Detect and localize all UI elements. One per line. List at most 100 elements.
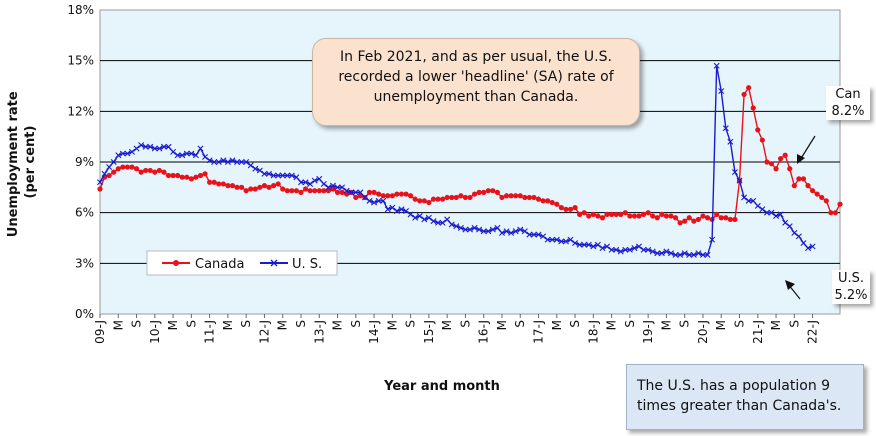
data-point (161, 169, 167, 175)
data-point (535, 231, 542, 238)
data-point (631, 245, 638, 252)
data-point (828, 210, 834, 216)
data-point (321, 188, 327, 194)
x-tick-label: 11-J (203, 320, 217, 344)
data-point (658, 250, 665, 257)
data-point (435, 196, 441, 202)
data-point (430, 218, 437, 225)
data-point (385, 193, 391, 199)
data-point (800, 240, 807, 247)
data-point (778, 156, 784, 162)
data-point (672, 251, 679, 258)
data-point (595, 213, 601, 219)
data-point (718, 215, 724, 221)
data-point (731, 169, 738, 176)
data-point (119, 150, 126, 157)
x-tick-label: M (550, 320, 564, 330)
data-point (814, 191, 820, 197)
data-point (361, 194, 368, 201)
y-axis-ticks: 0% 3% 6% 9% 12% 15% 18% (67, 3, 94, 321)
data-point (421, 198, 427, 204)
data-point (581, 241, 588, 248)
data-point (471, 224, 478, 231)
data-point (352, 189, 359, 196)
data-point (165, 172, 172, 179)
data-point (503, 193, 510, 199)
data-point (261, 183, 268, 189)
data-point (224, 159, 231, 165)
data-point (197, 172, 204, 179)
data-point (197, 145, 204, 152)
data-point (129, 164, 135, 170)
data-point (312, 188, 318, 194)
data-point (215, 159, 222, 165)
data-point (435, 219, 442, 226)
data-point (407, 211, 414, 218)
data-point (476, 226, 483, 233)
data-point (417, 198, 423, 204)
data-point (608, 246, 615, 253)
data-point (380, 193, 386, 199)
data-point (777, 211, 784, 218)
data-point (800, 176, 807, 182)
data-point (626, 246, 633, 253)
data-point (371, 189, 377, 195)
data-point (247, 162, 254, 169)
data-point (302, 186, 309, 192)
data-point (768, 161, 775, 167)
data-point (174, 152, 181, 159)
data-point (421, 216, 428, 223)
data-point (686, 215, 692, 221)
data-point (302, 179, 309, 186)
data-point (526, 231, 533, 238)
data-point (622, 210, 628, 216)
data-point (106, 172, 112, 179)
data-point (248, 186, 254, 192)
data-point (202, 153, 209, 160)
data-point (755, 127, 761, 133)
data-point (288, 172, 295, 179)
data-point (467, 226, 473, 233)
data-point (567, 236, 574, 243)
data-point (184, 174, 190, 180)
data-point (681, 250, 688, 257)
data-point (563, 206, 569, 212)
x-tick-label: M (769, 320, 783, 330)
data-point (275, 172, 282, 179)
data-point (659, 211, 665, 217)
data-point (700, 213, 706, 219)
data-point (444, 194, 450, 201)
data-point (699, 251, 706, 258)
data-point (604, 243, 611, 250)
data-point (768, 209, 775, 216)
data-point (677, 251, 684, 258)
data-point (234, 184, 240, 190)
data-point (745, 197, 752, 204)
data-point (220, 157, 227, 164)
data-point (384, 206, 391, 213)
data-point (636, 243, 643, 250)
data-point (494, 224, 501, 231)
data-point (517, 193, 523, 199)
data-point (216, 181, 222, 187)
legend-canada-marker (173, 260, 179, 266)
data-point (202, 171, 208, 177)
data-point (782, 152, 788, 158)
data-point (115, 152, 122, 159)
x-axis-ticks: 09-J M S 10-J M S 11-J M S 12-J M S 13-J M S 14-J M S 15-J… (93, 314, 820, 344)
data-point (795, 233, 802, 240)
data-point (805, 183, 811, 189)
data-point (498, 229, 505, 236)
x-tick-label: M (659, 320, 673, 330)
x-tick-label: 09-J (93, 320, 107, 344)
data-point (586, 213, 592, 219)
x-tick-label: S (349, 320, 363, 328)
data-point (220, 181, 226, 187)
data-point (152, 169, 158, 175)
data-point (599, 215, 606, 221)
data-point (439, 196, 446, 202)
data-point (170, 172, 176, 179)
data-point (809, 243, 816, 250)
x-tick-label: S (513, 320, 527, 328)
x-tick-label: 20-J (696, 320, 710, 344)
